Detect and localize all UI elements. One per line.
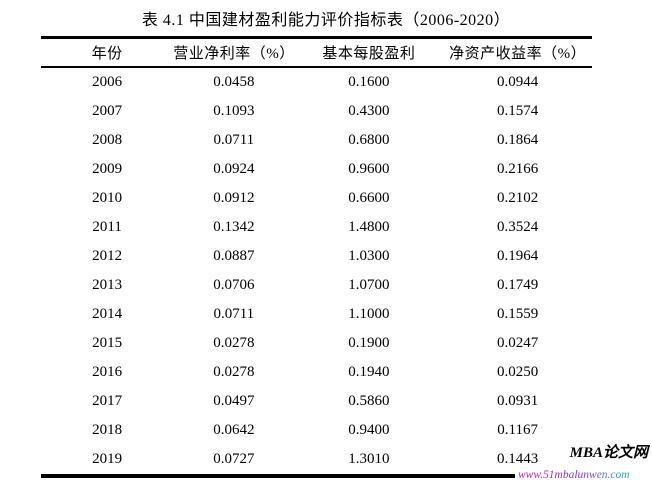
table-cell: 0.1559 — [496, 306, 539, 322]
table-cell: 0.6800 — [348, 132, 390, 148]
table-cell: 0.1964 — [496, 248, 539, 264]
table-cell: 0.0642 — [213, 422, 255, 438]
table-row: 2010 0.0912 0.6600 0.2102 — [41, 184, 592, 213]
table-cell: 0.1600 — [348, 74, 390, 90]
table-cell: 0.0887 — [213, 248, 255, 264]
table-row: 2019 0.0727 1.3010 0.1443 — [41, 445, 592, 476]
table-cell: 0.1749 — [496, 277, 539, 293]
column-header-year: 年份 — [41, 37, 174, 68]
table-cell: 0.0497 — [213, 393, 255, 409]
table-cell: 2014 — [92, 306, 123, 322]
table-row: 2013 0.0706 1.0700 0.1749 — [41, 271, 592, 300]
table-title: 表 4.1 中国建材盈利能力评价指标表（2006-2020） — [141, 12, 511, 29]
table-cell: 2013 — [92, 277, 123, 293]
table-cell: 0.1342 — [213, 219, 255, 235]
table-row: 2008 0.0711 0.6800 0.1864 — [41, 126, 592, 155]
table-cell: 2018 — [92, 422, 123, 438]
table-cell: 0.3524 — [496, 219, 539, 235]
table-cell: 0.0931 — [496, 393, 539, 409]
table-cell: 0.2166 — [496, 161, 539, 177]
watermark-site-url: www.51mbalunwen.com — [518, 469, 630, 481]
table-cell: 0.0924 — [213, 161, 255, 177]
table-cell: 0.0944 — [496, 74, 539, 90]
table-cell: 0.1443 — [496, 451, 539, 467]
table-row: 2018 0.0642 0.9400 0.1167 — [41, 416, 592, 445]
table-cell: 0.0711 — [213, 306, 255, 322]
table-cell: 0.1093 — [213, 103, 255, 119]
table-cell: 2019 — [92, 451, 123, 467]
table-cell: 0.0706 — [213, 277, 255, 293]
table-cell: 0.2102 — [496, 190, 539, 206]
table-cell: 0.1940 — [348, 364, 390, 380]
table-body: 2006 0.0458 0.1600 0.0944 2007 0.1093 0.4300 0.… — [41, 67, 592, 476]
table-cell: 2015 — [92, 335, 123, 351]
table-cell: 1.3010 — [348, 451, 390, 467]
table-cell: 0.0250 — [496, 364, 539, 380]
table-cell: 1.0300 — [348, 248, 390, 264]
table-row: 2014 0.0711 1.1000 0.1559 — [41, 300, 592, 329]
table-cell: 0.5860 — [348, 393, 390, 409]
table-cell: 0.0727 — [213, 451, 255, 467]
table-row: 2006 0.0458 0.1600 0.0944 — [41, 67, 592, 97]
table-row: 2012 0.0887 1.0300 0.1964 — [41, 242, 592, 271]
table-header: 年份 营业净利率（%） 基本每股盈利 净资产收益率（%） — [41, 37, 592, 68]
table-cell: 2011 — [92, 219, 122, 235]
table-cell: 0.0912 — [213, 190, 255, 206]
column-header-operating-net-margin: 营业净利率（%） — [173, 37, 295, 68]
table-row: 2016 0.0278 0.1940 0.0250 — [41, 358, 592, 387]
table-cell: 2017 — [92, 393, 123, 409]
table-cell: 1.0700 — [348, 277, 390, 293]
table-row: 2015 0.0278 0.1900 0.0247 — [41, 329, 592, 358]
table-cell: 0.1864 — [496, 132, 539, 148]
table-cell: 2008 — [92, 132, 123, 148]
table-cell: 0.1574 — [496, 103, 539, 119]
table-cell: 2012 — [92, 248, 123, 264]
table-cell: 0.4300 — [348, 103, 390, 119]
table-cell: 2016 — [92, 364, 123, 380]
table-cell: 0.9400 — [348, 422, 390, 438]
table-row: 2009 0.0924 0.9600 0.2166 — [41, 155, 592, 184]
profitability-indicators-table: 年份 营业净利率（%） 基本每股盈利 净资产收益率（%） 2006 0.0458 0… — [41, 36, 592, 478]
table-cell: 0.0458 — [213, 74, 255, 90]
table-cell: 0.1167 — [497, 422, 538, 438]
table-row: 2007 0.1093 0.4300 0.1574 — [41, 97, 592, 126]
table-cell: 0.0278 — [213, 335, 255, 351]
table-cell: 1.4800 — [348, 219, 390, 235]
column-header-basic-eps: 基本每股盈利 — [294, 37, 444, 68]
table-row: 2017 0.0497 0.5860 0.0931 — [41, 387, 592, 416]
table-cell: 0.0278 — [213, 364, 255, 380]
table-cell: 0.0711 — [213, 132, 255, 148]
table-cell: 0.6600 — [348, 190, 390, 206]
table-cell: 2007 — [92, 103, 123, 119]
table-cell: 2009 — [92, 161, 123, 177]
table-cell: 0.1900 — [348, 335, 390, 351]
table-cell: 1.1000 — [348, 306, 390, 322]
table-cell: 0.9600 — [348, 161, 390, 177]
watermark-background-patch — [515, 468, 652, 488]
column-header-roe: 净资产收益率（%） — [443, 37, 592, 68]
header-row: 年份 营业净利率（%） 基本每股盈利 净资产收益率（%） — [41, 37, 592, 68]
table-cell: 2010 — [92, 190, 123, 206]
table-row: 2011 0.1342 1.4800 0.3524 — [41, 213, 592, 242]
table-cell: 0.0247 — [496, 335, 539, 351]
table-cell: 2006 — [92, 74, 123, 90]
watermark-site-name: MBA论文网 — [569, 445, 648, 461]
